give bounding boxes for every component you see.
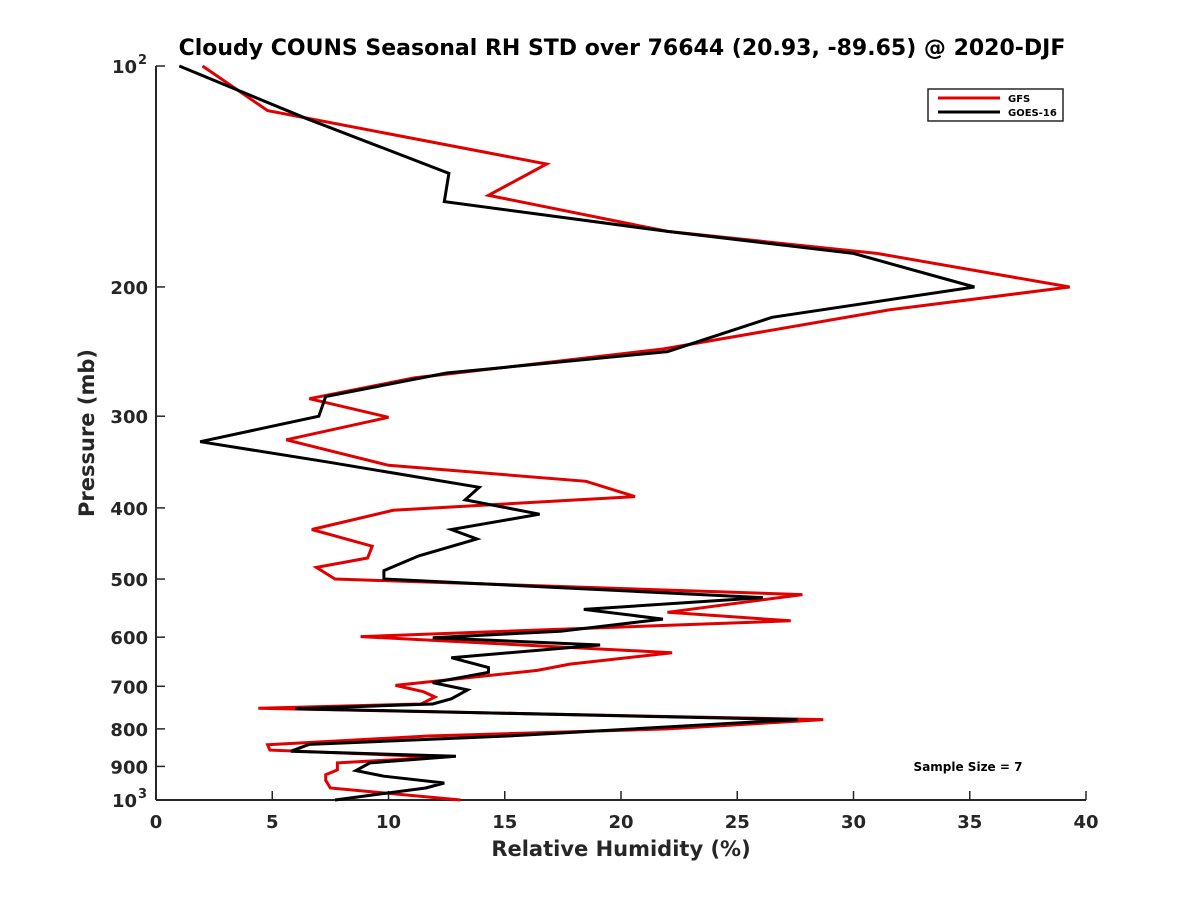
x-tick-label: 10 [376,812,401,833]
x-tick-label: 25 [725,812,750,833]
y-tick-label: 600 [110,628,148,649]
y-tick-exponent: 2 [138,53,147,68]
legend-box [927,88,1064,122]
y-tick-label: 10 [112,791,137,812]
y-tick-label: 10 [112,57,137,78]
x-axis-label: Relative Humidity (%) [491,837,750,861]
sample-size-annotation: Sample Size = 7 [914,760,1023,774]
x-tick-label: 30 [841,812,866,833]
y-tick-label: 700 [110,677,148,698]
series-line-gfs [201,64,1070,802]
y-tick-label: 400 [110,499,148,520]
series-line-goes-16 [178,64,975,802]
y-axis-label: Pressure (mb) [75,349,99,517]
plot-area: 0 5 10 15 20 25 30 35 40 10 220030040050060070080… [110,53,1098,833]
x-tick-label: 5 [266,812,279,833]
chart-title: Cloudy COUNS Seasonal RH STD over 76644 … [179,36,1066,61]
legend: GFS GOES-16 [927,88,1064,122]
y-tick-label: 800 [110,720,148,741]
series-lines [178,64,1070,802]
y-tick-label: 900 [110,757,148,778]
x-tick-label: 0 [150,812,163,833]
x-tick-label: 40 [1073,812,1098,833]
y-tick-label: 200 [110,278,148,299]
x-tick-label: 15 [492,812,517,833]
y-tick-label: 300 [110,407,148,428]
y-tick-label: 500 [110,570,148,591]
x-tick-label: 35 [957,812,982,833]
x-tick-label: 20 [608,812,633,833]
x-ticks: 0 5 10 15 20 25 30 35 40 [150,791,1099,833]
legend-label-goes16: GOES-16 [1008,108,1057,119]
legend-label-gfs: GFS [1008,94,1030,105]
y-tick-exponent: 3 [138,787,147,802]
